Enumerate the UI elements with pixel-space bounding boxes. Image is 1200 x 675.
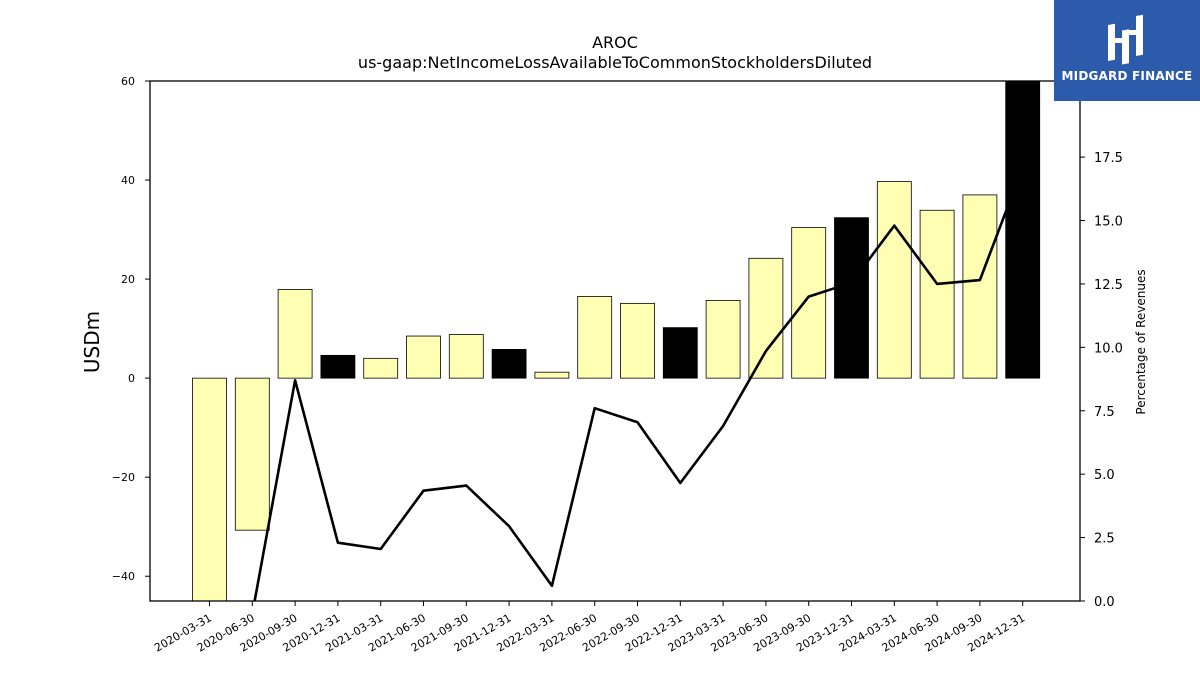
y-tick-label: −20	[112, 471, 135, 484]
chart-subtitle: us-gaap:NetIncomeLossAvailableToCommonSt…	[358, 53, 872, 72]
bar-2021-03-31	[363, 357, 399, 379]
y-axis-label: USDm	[80, 311, 104, 373]
bar-2022-03-31	[534, 371, 570, 379]
bar-2023-03-31	[705, 299, 741, 379]
midgard-logo-icon	[1108, 14, 1143, 65]
bar-2020-09-30	[277, 289, 313, 379]
y2-tick-label: 2.5	[1094, 532, 1115, 547]
bar-2021-12-31	[491, 349, 527, 379]
bar-2020-03-31	[192, 377, 227, 601]
y-tick-label: −40	[112, 570, 135, 583]
bar-2021-09-30	[448, 334, 484, 379]
y2-tick-label: 10.0	[1094, 341, 1123, 356]
bar-2021-06-30	[406, 335, 441, 379]
y-tick-label: 60	[121, 75, 135, 88]
y2-tick-label: 17.5	[1094, 151, 1123, 166]
y-tick-label: 40	[121, 174, 135, 187]
y2-tick-label: 15.0	[1094, 215, 1123, 230]
bar-2022-12-31	[662, 327, 698, 379]
y-tick-label: 0	[128, 372, 135, 385]
line-series	[253, 166, 1024, 601]
y-tick-label: 20	[121, 273, 135, 286]
bar-2023-09-30	[791, 227, 827, 379]
bar-series	[192, 81, 1041, 601]
bar-2020-06-30	[234, 377, 270, 531]
bar-2020-12-31	[320, 354, 356, 379]
bar-2022-09-30	[620, 302, 655, 379]
chart-title: AROC	[592, 33, 638, 52]
axes: 60 40 20 0 −20 −40 17.5 15.0 12.5 10.0 7.5 5.0 2.5 0.…	[112, 75, 1123, 655]
logo: MIDGARD FINANCE	[1054, 0, 1200, 101]
plot-frame	[149, 80, 1081, 602]
bar-2024-09-30	[962, 194, 998, 379]
y2-tick-label: 12.5	[1094, 278, 1123, 293]
logo-text: MIDGARD FINANCE	[1061, 69, 1193, 83]
bar-2024-06-30	[919, 209, 955, 379]
bar-2024-03-31	[876, 181, 912, 379]
revenue-percentage-line	[253, 166, 1024, 601]
y2-tick-label: 7.5	[1094, 405, 1115, 420]
bar-2023-06-30	[748, 257, 784, 379]
bar-2024-12-31	[1005, 81, 1041, 379]
y2-axis-label: Percentage of Revenues	[1134, 269, 1148, 414]
y2-tick-label: 0.0	[1094, 595, 1115, 610]
y2-tick-label: 5.0	[1094, 468, 1115, 483]
bar-2022-06-30	[577, 296, 613, 379]
bar-2023-12-31	[834, 217, 869, 379]
